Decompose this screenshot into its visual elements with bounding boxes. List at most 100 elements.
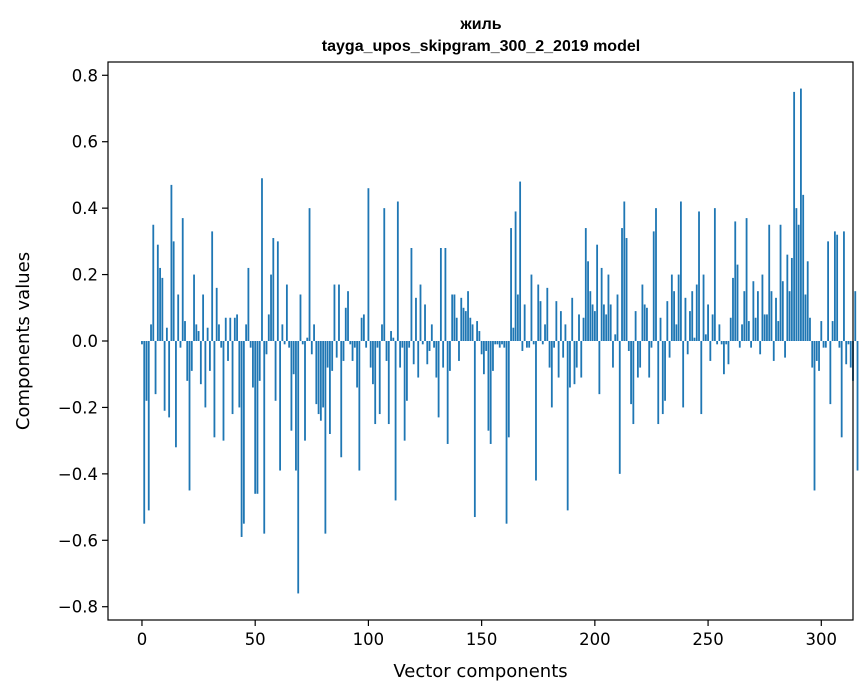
bar bbox=[240, 341, 243, 537]
bar bbox=[507, 341, 510, 438]
bar bbox=[544, 324, 546, 341]
bar bbox=[704, 334, 707, 341]
bar bbox=[632, 341, 635, 425]
bar bbox=[360, 317, 363, 341]
bar bbox=[772, 341, 775, 361]
bar bbox=[684, 297, 687, 341]
bar bbox=[693, 337, 696, 341]
bar bbox=[734, 221, 737, 341]
bar bbox=[849, 341, 852, 368]
bar bbox=[242, 341, 245, 524]
bar bbox=[424, 304, 426, 341]
x-tick-label: 0 bbox=[137, 630, 148, 649]
bar bbox=[603, 304, 605, 341]
bar bbox=[175, 341, 177, 448]
bar bbox=[729, 317, 732, 341]
bar bbox=[322, 341, 325, 408]
bar bbox=[218, 324, 220, 341]
bar bbox=[213, 341, 216, 438]
bar bbox=[482, 341, 485, 375]
bar bbox=[310, 341, 313, 355]
bar bbox=[738, 341, 741, 348]
bar bbox=[562, 341, 565, 358]
bar bbox=[487, 341, 490, 431]
bar bbox=[446, 341, 449, 444]
bar bbox=[761, 274, 764, 341]
bar bbox=[177, 294, 180, 341]
bar bbox=[539, 301, 542, 341]
bar bbox=[589, 291, 592, 341]
bar bbox=[329, 341, 331, 434]
bar bbox=[698, 211, 700, 341]
bar bbox=[523, 304, 526, 341]
bar bbox=[732, 277, 734, 341]
bar bbox=[591, 304, 594, 341]
bar bbox=[181, 218, 184, 341]
bar bbox=[394, 341, 397, 501]
bar bbox=[299, 294, 302, 341]
bar bbox=[650, 341, 653, 348]
bar bbox=[403, 341, 406, 441]
bar bbox=[290, 341, 293, 431]
bar bbox=[381, 324, 383, 341]
bar bbox=[202, 294, 205, 341]
bar bbox=[756, 291, 759, 341]
bar bbox=[503, 341, 506, 348]
bar bbox=[652, 231, 655, 341]
x-tick-label: 200 bbox=[579, 630, 611, 649]
bar bbox=[616, 294, 619, 341]
bar bbox=[383, 208, 386, 341]
bar bbox=[208, 341, 211, 371]
bar bbox=[306, 337, 309, 341]
bar bbox=[141, 341, 143, 345]
bar bbox=[433, 341, 435, 348]
bar bbox=[754, 317, 757, 341]
bar bbox=[582, 317, 585, 341]
bar bbox=[593, 311, 596, 341]
bar bbox=[614, 334, 617, 341]
bar bbox=[657, 341, 660, 425]
bar bbox=[295, 341, 297, 471]
bar bbox=[478, 331, 481, 341]
bar bbox=[317, 341, 320, 415]
bar bbox=[188, 341, 191, 491]
bar bbox=[736, 264, 739, 341]
bar bbox=[526, 341, 528, 348]
bar bbox=[793, 91, 796, 341]
bar bbox=[261, 178, 263, 341]
bar bbox=[788, 291, 791, 341]
bar bbox=[365, 341, 368, 348]
bar bbox=[292, 341, 295, 375]
bar bbox=[659, 317, 662, 341]
bar bbox=[680, 201, 682, 341]
bar bbox=[829, 341, 832, 405]
bar bbox=[247, 267, 250, 341]
bar bbox=[390, 331, 392, 341]
plot-frame bbox=[107, 61, 854, 621]
bar bbox=[272, 238, 275, 341]
bar bbox=[598, 341, 601, 395]
bar bbox=[421, 341, 424, 345]
bar bbox=[820, 321, 823, 341]
bar bbox=[521, 341, 524, 351]
bar bbox=[170, 184, 173, 341]
bar bbox=[587, 261, 589, 341]
bar bbox=[795, 208, 798, 341]
bar bbox=[415, 297, 417, 341]
bar bbox=[184, 321, 186, 341]
bar bbox=[444, 248, 447, 341]
bar bbox=[374, 341, 377, 425]
bar bbox=[331, 341, 334, 371]
bar bbox=[580, 341, 583, 378]
bar bbox=[845, 341, 848, 365]
bar bbox=[453, 294, 456, 341]
bar bbox=[333, 284, 336, 341]
bar bbox=[711, 314, 714, 341]
bar bbox=[408, 341, 411, 348]
bar bbox=[797, 224, 800, 341]
bar bbox=[367, 188, 370, 341]
bar bbox=[417, 341, 420, 378]
bar bbox=[806, 261, 809, 341]
bar bbox=[809, 317, 811, 341]
